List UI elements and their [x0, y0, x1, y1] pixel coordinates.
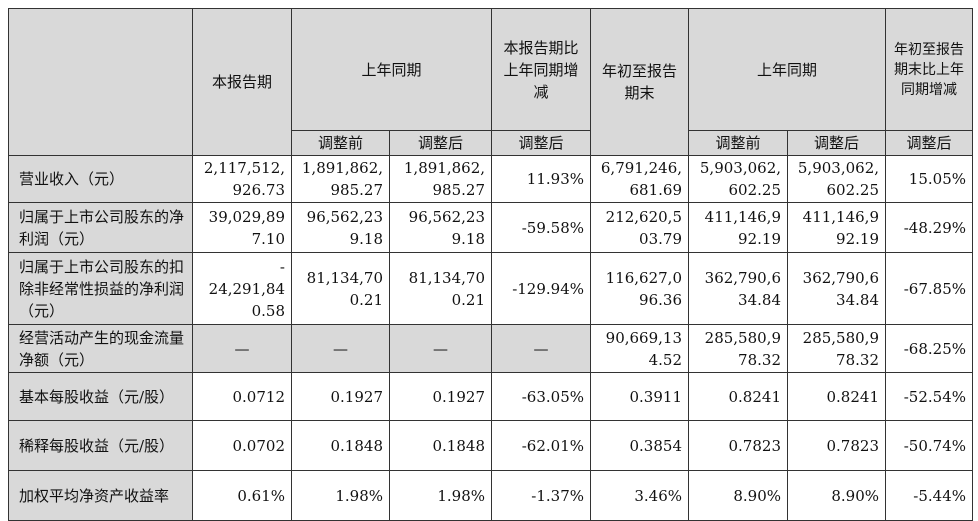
- table-row: 归属于上市公司股东的净利润（元） 39,029,89 7.10 96,562,23 …: [8, 202, 973, 253]
- value-cell: 0.8241: [787, 372, 886, 421]
- value-cell: -59.58%: [491, 202, 591, 253]
- table-row: 经营活动产生的现金流量净额（元） — — — —90,669,13 4.52 285,58…: [8, 324, 973, 373]
- value-cell: 411,146,9 92.19: [787, 202, 886, 253]
- value-cell: -129.94%: [491, 252, 591, 325]
- value-cell: 3.46%: [590, 470, 689, 521]
- value-cell: 8.90%: [688, 470, 788, 521]
- financial-summary-table: 本报告期 上年同期 本报告期比上年同期增减 年初至报告期末 上年同期 年初至报告…: [8, 8, 973, 521]
- header-yoy-change: 本报告期比上年同期增减: [491, 8, 591, 131]
- row-label: 归属于上市公司股东的扣除非经常性损益的净利润（元）: [8, 252, 193, 325]
- value-cell: 0.7823: [688, 420, 788, 471]
- value-cell: 0.1848: [291, 420, 390, 471]
- value-cell: 0.1848: [389, 420, 492, 471]
- value-cell: 411,146,9 92.19: [688, 202, 788, 253]
- value-cell: 0.1927: [389, 372, 492, 421]
- table-row: 营业收入（元） 2,117,512, 926.73 1,891,862, 985.2…: [8, 155, 973, 203]
- value-cell: 11.93%: [491, 155, 591, 203]
- value-cell: -52.54%: [885, 372, 973, 421]
- value-cell: 1.98%: [291, 470, 390, 521]
- value-cell: -63.05%: [491, 372, 591, 421]
- value-cell: 0.1927: [291, 372, 390, 421]
- value-cell: 0.7823: [787, 420, 886, 471]
- value-cell: 0.3911: [590, 372, 689, 421]
- value-cell: 39,029,89 7.10: [192, 202, 292, 253]
- value-cell: 0.0712: [192, 372, 292, 421]
- value-cell: 1.98%: [389, 470, 492, 521]
- row-label: 基本每股收益（元/股）: [8, 372, 193, 421]
- value-cell: 81,134,70 0.21: [389, 252, 492, 325]
- header-prior-ytd: 上年同期: [688, 8, 886, 131]
- value-cell: 0.8241: [688, 372, 788, 421]
- table-row: 稀释每股收益（元/股） 0.0702 0.1848 0.1848 -62.01% 0.38…: [8, 420, 973, 471]
- header-ytd-change: 年初至报告期末比上年同期增减: [885, 8, 973, 131]
- value-cell: —: [389, 324, 492, 373]
- row-label: 营业收入（元）: [8, 155, 193, 203]
- corner-cell: [8, 8, 193, 156]
- value-cell: -5.44%: [885, 470, 973, 521]
- value-cell: -1.37%: [491, 470, 591, 521]
- table-row: 基本每股收益（元/股） 0.0712 0.1927 0.1927 -63.05% 0.39…: [8, 372, 973, 421]
- value-cell: 1,891,862, 985.27: [291, 155, 390, 203]
- value-cell: 5,903,062, 602.25: [688, 155, 788, 203]
- value-cell: 90,669,13 4.52: [590, 324, 689, 373]
- value-cell: 285,580,9 78.32: [688, 324, 788, 373]
- value-cell: 0.61%: [192, 470, 292, 521]
- value-cell: —: [291, 324, 390, 373]
- row-label: 经营活动产生的现金流量净额（元）: [8, 324, 193, 373]
- header-ytd: 年初至报告期末: [590, 8, 689, 156]
- value-cell: -62.01%: [491, 420, 591, 471]
- row-label: 稀释每股收益（元/股）: [8, 420, 193, 471]
- subheader-after-adj: 调整后: [787, 130, 886, 156]
- value-cell: 81,134,70 0.21: [291, 252, 390, 325]
- value-cell: —: [192, 324, 292, 373]
- value-cell: -48.29%: [885, 202, 973, 253]
- value-cell: 2,117,512, 926.73: [192, 155, 292, 203]
- value-cell: 285,580,9 78.32: [787, 324, 886, 373]
- table-row: 加权平均净资产收益率 0.61% 1.98% 1.98% -1.37% 3.46% 8.90…: [8, 470, 973, 521]
- value-cell: 362,790,6 34.84: [787, 252, 886, 325]
- value-cell: 1,891,862, 985.27: [389, 155, 492, 203]
- subheader-after-adj: 调整后: [389, 130, 492, 156]
- value-cell: 0.0702: [192, 420, 292, 471]
- value-cell: - 24,291,84 0.58: [192, 252, 292, 325]
- row-label: 加权平均净资产收益率: [8, 470, 193, 521]
- subheader-before-adj: 调整前: [291, 130, 390, 156]
- value-cell: 15.05%: [885, 155, 973, 203]
- value-cell: 362,790,6 34.84: [688, 252, 788, 325]
- value-cell: -50.74%: [885, 420, 973, 471]
- value-cell: 96,562,23 9.18: [389, 202, 492, 253]
- subheader-after-adj: 调整后: [491, 130, 591, 156]
- value-cell: 5,903,062, 602.25: [787, 155, 886, 203]
- value-cell: 116,627,0 96.36: [590, 252, 689, 325]
- subheader-after-adj: 调整后: [885, 130, 973, 156]
- value-cell: 96,562,23 9.18: [291, 202, 390, 253]
- subheader-before-adj: 调整前: [688, 130, 788, 156]
- table-row: 归属于上市公司股东的扣除非经常性损益的净利润（元） - 24,291,84 0.5…: [8, 252, 973, 325]
- value-cell: -67.85%: [885, 252, 973, 325]
- value-cell: 212,620,5 03.79: [590, 202, 689, 253]
- value-cell: 0.3854: [590, 420, 689, 471]
- value-cell: 8.90%: [787, 470, 886, 521]
- header-prior-period: 上年同期: [291, 8, 492, 131]
- value-cell: 6,791,246, 681.69: [590, 155, 689, 203]
- header-current-period: 本报告期: [192, 8, 292, 156]
- value-cell: —: [491, 324, 591, 373]
- value-cell: -68.25%: [885, 324, 973, 373]
- row-label: 归属于上市公司股东的净利润（元）: [8, 202, 193, 253]
